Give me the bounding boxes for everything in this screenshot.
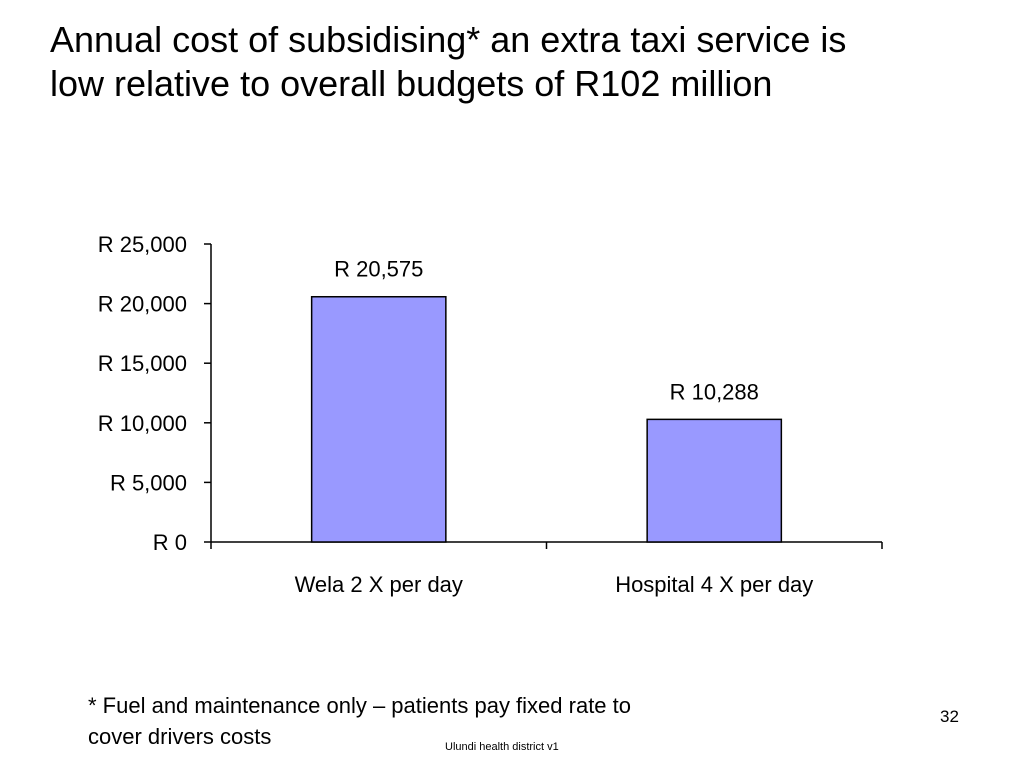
footnote: * Fuel and maintenance only – patients p…: [88, 690, 748, 752]
bar: [310, 295, 447, 543]
footnote-line1: * Fuel and maintenance only – patients p…: [88, 693, 632, 718]
y-tick-label: R 25,000: [98, 232, 187, 257]
y-tick-label: R 15,000: [98, 351, 187, 376]
slide-title-line1: Annual cost of subsidising* an extra tax…: [50, 19, 847, 60]
x-tick-label: Wela 2 X per day: [295, 572, 463, 597]
bar: [646, 418, 783, 543]
page-number: 32: [940, 707, 959, 726]
slide-title-line2: low relative to overall budgets of R102 …: [50, 63, 773, 104]
y-tick-label: R 0: [153, 530, 187, 555]
y-tick-label: R 10,000: [98, 411, 187, 436]
footnote-line2: cover drivers costs: [88, 724, 272, 749]
y-tick-label: R 5,000: [110, 470, 187, 495]
slide-title: Annual cost of subsidising* an extra tax…: [50, 18, 990, 106]
footer-text: Ulundi health district v1: [445, 741, 559, 753]
data-label: R 20,575: [334, 257, 423, 282]
y-tick-label: R 20,000: [98, 292, 187, 317]
data-label: R 10,288: [670, 379, 759, 404]
x-tick-label: Hospital 4 X per day: [615, 572, 813, 597]
